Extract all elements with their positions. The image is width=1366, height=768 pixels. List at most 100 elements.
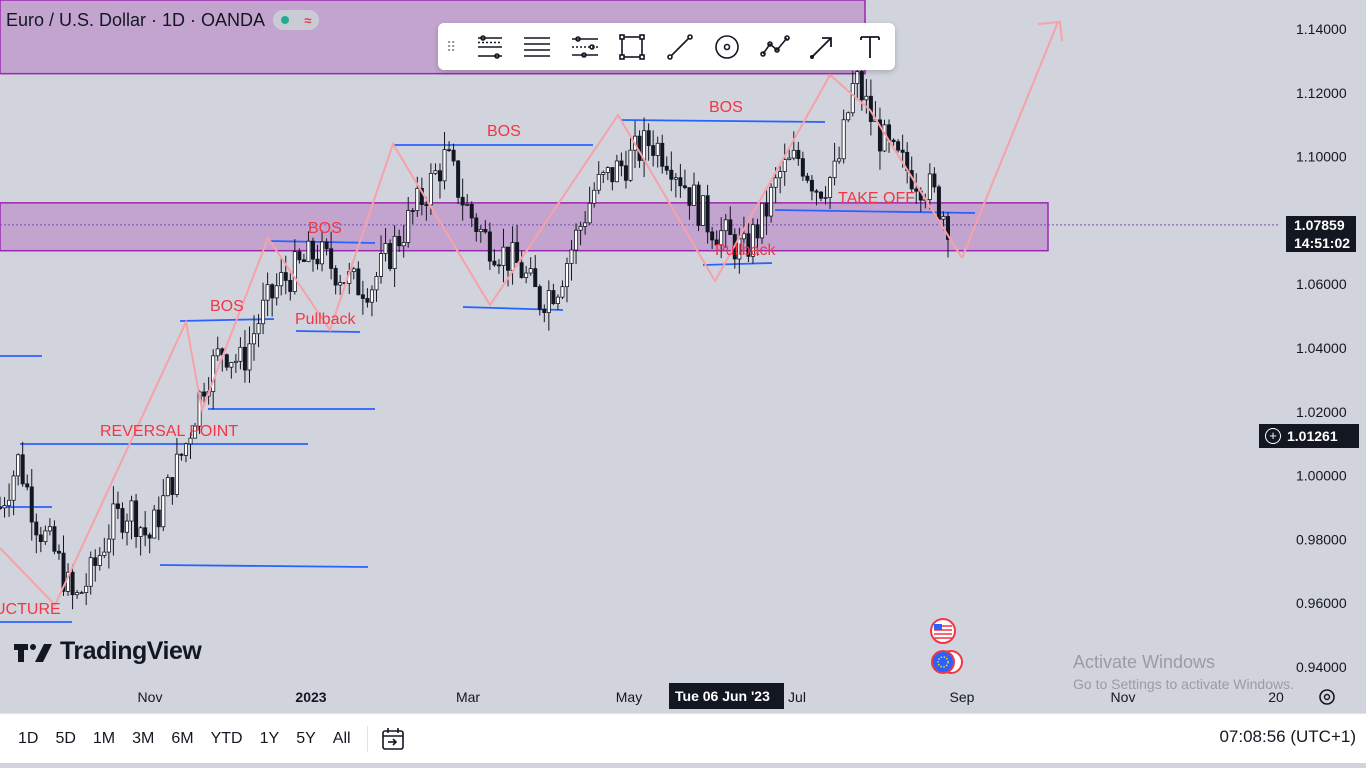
- candle-body: [93, 557, 98, 566]
- arrow-icon[interactable]: [799, 23, 847, 70]
- candle-body: [61, 552, 66, 592]
- status-pill[interactable]: ≈: [273, 10, 320, 30]
- candle-body: [388, 243, 393, 270]
- candle-body: [406, 210, 411, 243]
- y-tick-label: 1.14000: [1296, 21, 1347, 37]
- candle-body: [814, 190, 819, 193]
- market-open-dot: [280, 16, 289, 24]
- clock-timezone[interactable]: 07:08:56 (UTC+1): [1219, 727, 1356, 746]
- candle-body: [896, 141, 901, 151]
- candle-body: [655, 142, 660, 156]
- trend-line-icon[interactable]: [656, 23, 704, 70]
- annotation-label: BOS: [709, 99, 743, 116]
- x-tick-label: 20: [1268, 689, 1284, 705]
- candle-body: [578, 226, 583, 231]
- candle-body: [179, 453, 184, 456]
- timeframe-5d[interactable]: 5D: [55, 730, 76, 747]
- candle-body: [274, 285, 279, 299]
- timeframe-ytd[interactable]: YTD: [210, 730, 243, 747]
- price-chart[interactable]: REVERSAL POINT BOS BOS BOS BOS Pullback Pullba…: [0, 0, 1366, 713]
- settings-gear-icon[interactable]: [1319, 689, 1335, 705]
- symbol-title[interactable]: Euro / U.S. Dollar · 1D · OANDA: [6, 9, 266, 30]
- x-tick-label: Jul: [788, 689, 806, 705]
- text-icon[interactable]: [846, 23, 894, 70]
- candle-body: [941, 216, 946, 220]
- plus-circle-icon[interactable]: +: [1265, 428, 1281, 444]
- candle-body: [696, 184, 701, 226]
- x-tick-label: Sep: [950, 689, 975, 705]
- candle-body: [660, 142, 665, 167]
- candle-body: [215, 348, 220, 357]
- candle-body: [555, 296, 560, 304]
- timeframe-all[interactable]: All: [332, 730, 351, 747]
- candle-body: [678, 177, 683, 187]
- timeframe-1m[interactable]: 1M: [92, 730, 116, 747]
- y-tick-label: 0.94000: [1296, 659, 1347, 675]
- candle-body: [687, 187, 692, 206]
- candle-body: [16, 454, 21, 477]
- candle-body: [914, 188, 919, 192]
- candle-body: [710, 231, 715, 241]
- fib-retracement-icon[interactable]: [466, 23, 514, 70]
- us-event-flag-icon[interactable]: [930, 618, 956, 644]
- candle-body: [333, 268, 338, 286]
- candle-body: [84, 585, 89, 593]
- candle-body: [619, 160, 624, 167]
- timeframe-6m[interactable]: 6M: [171, 730, 194, 747]
- drag-handle-icon[interactable]: ⠿: [446, 38, 457, 55]
- current-price: 1.07859: [1294, 217, 1345, 233]
- horizontal-lines-icon[interactable]: [514, 23, 562, 70]
- x-tick-label: Nov: [138, 689, 163, 705]
- calendar-goto-icon[interactable]: [380, 726, 406, 752]
- candle-body: [542, 308, 547, 314]
- candle-body: [855, 71, 860, 84]
- candle-body: [859, 71, 864, 101]
- candle-body: [519, 262, 524, 278]
- candle-body: [433, 170, 438, 174]
- candle-body: [247, 343, 252, 371]
- annotation-label: UCTURE: [0, 601, 61, 618]
- candle-body: [29, 486, 34, 523]
- candle-body: [379, 253, 384, 277]
- candle-body: [651, 145, 656, 156]
- rectangle-icon[interactable]: [609, 23, 657, 70]
- candle-body: [356, 268, 361, 296]
- circle-target-icon[interactable]: [704, 23, 752, 70]
- activate-title: Activate Windows: [1073, 652, 1216, 672]
- crosshair-price-tag[interactable]: + 1.01261: [1259, 424, 1359, 448]
- candle-body: [310, 240, 315, 260]
- timeframe-1d[interactable]: 1D: [18, 730, 39, 747]
- candle-body: [451, 149, 456, 162]
- parallel-channel-icon[interactable]: [561, 23, 609, 70]
- candle-body: [506, 246, 511, 271]
- candle-body: [102, 551, 107, 556]
- candle-body: [279, 272, 284, 287]
- candle-body: [782, 159, 787, 172]
- candle-body: [764, 202, 769, 217]
- candle-body: [533, 268, 538, 288]
- chart-area[interactable]: REVERSAL POINT BOS BOS BOS BOS Pullback Pullba…: [0, 0, 1366, 713]
- candle-body: [143, 527, 148, 536]
- candle-body: [442, 149, 447, 182]
- annotation-label: REVERSAL POINT: [100, 423, 238, 440]
- eu-event-flag-icon[interactable]: [931, 650, 955, 674]
- candle-body: [891, 139, 896, 143]
- candle-body: [156, 509, 161, 528]
- annotation-label: BOS: [487, 123, 521, 140]
- timeframe-5y[interactable]: 5Y: [296, 730, 316, 747]
- path-icon[interactable]: [751, 23, 799, 70]
- symbol-header: Euro / U.S. Dollar · 1D · OANDA ≈: [6, 6, 320, 34]
- candle-body: [669, 169, 674, 180]
- candle-body: [465, 203, 470, 206]
- candle-body: [410, 210, 415, 212]
- x-tick-label: 2023: [295, 689, 326, 705]
- candle-body: [755, 224, 760, 239]
- candle-body: [115, 503, 120, 509]
- flag-canton: [934, 624, 942, 630]
- bottom-toolbar: 1D 5D 1M 3M 6M YTD 1Y 5Y All: [0, 713, 1366, 764]
- candle-body: [664, 165, 669, 171]
- timeframe-3m[interactable]: 3M: [132, 730, 155, 747]
- candle-body: [283, 272, 288, 281]
- timeframe-1y[interactable]: 1Y: [259, 730, 280, 747]
- candle-body: [460, 196, 465, 206]
